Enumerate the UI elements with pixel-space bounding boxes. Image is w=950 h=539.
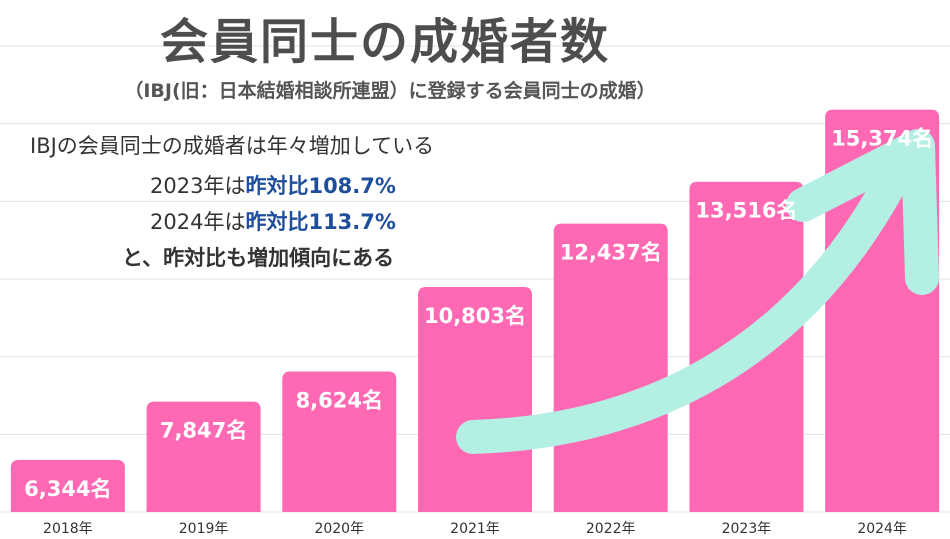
- value-label-2023年: 13,516名: [695, 199, 797, 223]
- bar-2022年: [553, 223, 668, 513]
- value-label-2020年: 8,624名: [296, 388, 383, 412]
- note-line-2: 2023年は昨対比108.7%: [150, 170, 396, 200]
- note-line-3-prefix: 2024年は: [150, 210, 246, 234]
- bar-2019年: [146, 401, 261, 512]
- note-line-1: IBJの会員同士の成婚者は年々増加している: [30, 134, 435, 158]
- bars: [10, 109, 940, 513]
- note-line-4: と、昨対比も増加傾向にある: [122, 246, 395, 270]
- x-tick-label-2023年: 2023年: [722, 521, 772, 537]
- x-tick-label-2022年: 2022年: [586, 521, 636, 537]
- bar-2020年: [282, 371, 397, 512]
- trend-arrow-shaft: [456, 151, 915, 454]
- value-label-2021年: 10,803名: [424, 304, 526, 328]
- value-label-2022年: 12,437名: [560, 241, 662, 265]
- value-label-2024年: 15,374名: [831, 127, 933, 151]
- bar-2021年: [418, 286, 532, 512]
- x-axis-ticks: 2018年 2019年 2020年 2021年 2022年 2023年 2024年: [43, 521, 907, 537]
- bar-2018年: [10, 459, 125, 512]
- x-tick-label-2019年: 2019年: [179, 521, 229, 537]
- value-label-2019年: 7,847名: [160, 419, 247, 443]
- value-labels: 6,344名 7,847名 8,624名 10,803名 12,437名 13,516名 1…: [24, 127, 933, 501]
- x-tick-label-2021年: 2021年: [450, 521, 500, 537]
- chart-subtitle: （IBJ(旧：日本結婚相談所連盟）に登録する会員同士の成婚）: [124, 80, 656, 102]
- note-line-2-prefix: 2023年は: [150, 174, 246, 198]
- x-tick-label-2024年: 2024年: [857, 521, 907, 537]
- chart-title: 会員同士の成婚者数: [159, 14, 610, 70]
- value-label-2018年: 6,344名: [24, 477, 111, 501]
- note-line-3: 2024年は昨対比113.7%: [150, 206, 396, 236]
- note-line-3-highlight: 昨対比113.7%: [245, 210, 396, 234]
- x-tick-label-2018年: 2018年: [43, 521, 93, 537]
- trend-arrow-head: [786, 129, 939, 295]
- note-line-2-highlight: 昨対比108.7%: [245, 174, 396, 198]
- trend-arrow: [456, 129, 939, 454]
- x-tick-label-2020年: 2020年: [314, 521, 364, 537]
